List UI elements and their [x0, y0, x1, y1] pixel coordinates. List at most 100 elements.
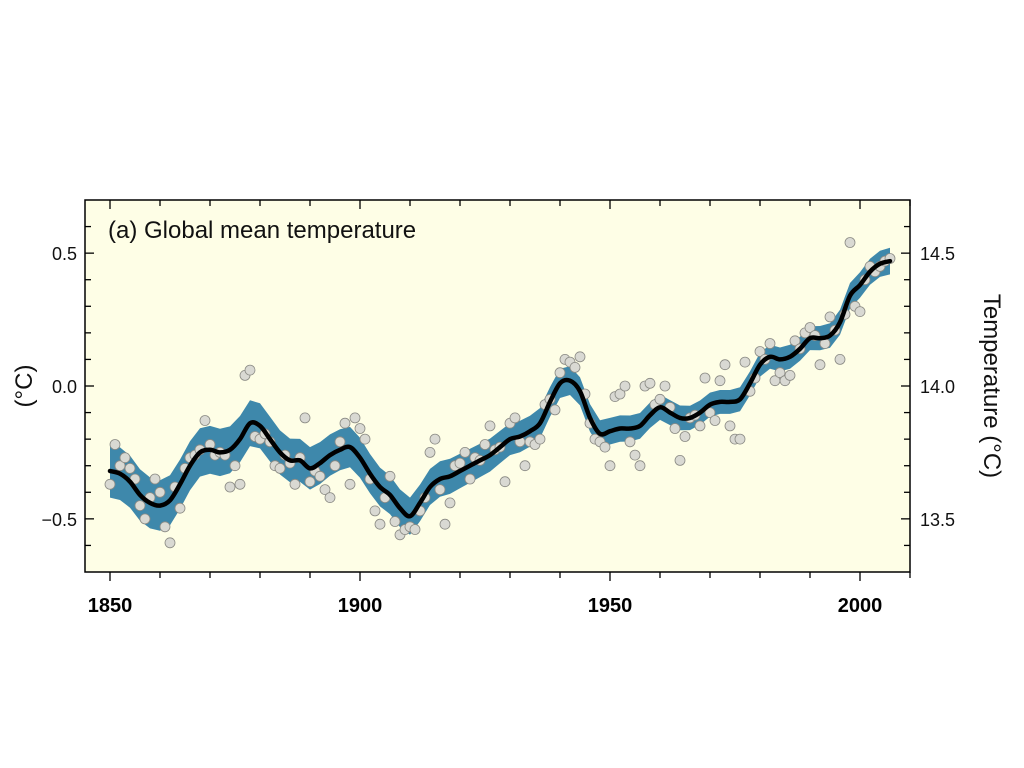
annual-data-point — [669, 423, 681, 434]
annual-data-point — [704, 407, 716, 419]
annual-data-point — [814, 359, 826, 371]
annual-data-point — [694, 420, 706, 432]
annual-data-point — [149, 473, 161, 485]
right-axis-label: Temperature (°C) — [978, 294, 1005, 478]
annual-data-point — [119, 452, 131, 464]
y-right-tick-label: 14.0 — [920, 377, 955, 397]
annual-data-point — [499, 476, 511, 488]
annual-data-point — [334, 436, 346, 448]
annual-data-point — [764, 338, 776, 349]
annual-data-point — [434, 484, 446, 496]
annual-data-point — [634, 460, 646, 472]
annual-data-point — [604, 460, 616, 472]
annual-data-point — [549, 404, 561, 416]
annual-data-point — [844, 237, 856, 248]
annual-data-point — [274, 462, 286, 474]
annual-data-point — [354, 423, 366, 434]
annual-data-point — [789, 335, 801, 347]
annual-data-point — [519, 460, 531, 472]
annual-data-point — [199, 415, 211, 426]
annual-data-point — [329, 460, 341, 472]
annual-data-point — [299, 412, 311, 424]
annual-data-point — [114, 460, 126, 472]
annual-data-point — [224, 481, 236, 493]
annual-data-point — [159, 521, 171, 533]
annual-data-point — [339, 417, 351, 429]
left-axis-label: (°C) — [11, 365, 38, 408]
y-right-tick-label: 13.5 — [920, 510, 955, 530]
annual-data-point — [459, 446, 471, 458]
annual-data-points — [104, 237, 896, 549]
annual-data-point — [509, 412, 521, 424]
annual-data-point — [614, 388, 626, 400]
annual-data-point — [714, 375, 726, 387]
annual-data-point — [484, 420, 496, 432]
annual-data-point — [164, 537, 176, 549]
y-left-tick-label: 0.5 — [52, 244, 77, 264]
annual-data-point — [599, 441, 611, 453]
annual-data-point — [109, 439, 121, 450]
y-left-tick-label: 0.0 — [52, 377, 77, 397]
annual-data-point — [574, 351, 586, 363]
annual-data-point — [439, 518, 451, 530]
annual-data-point — [679, 431, 691, 442]
annual-data-point — [369, 505, 381, 517]
annual-data-point — [134, 500, 146, 512]
annual-data-point — [834, 353, 846, 365]
annual-data-point — [554, 367, 566, 379]
x-tick-label: 1950 — [588, 595, 633, 617]
annual-data-point — [734, 433, 746, 445]
annual-data-point — [719, 359, 731, 371]
annual-data-point — [569, 361, 581, 373]
annual-data-point — [384, 470, 396, 482]
annual-data-point — [674, 454, 686, 466]
annual-data-point — [619, 380, 631, 392]
annual-data-point — [324, 492, 336, 504]
annual-data-point — [659, 380, 671, 392]
annual-data-point — [464, 473, 476, 485]
annual-data-point — [409, 524, 421, 535]
x-tick-label: 1900 — [338, 595, 383, 617]
annual-data-point — [139, 513, 151, 525]
annual-data-point — [629, 449, 641, 461]
annual-data-point — [479, 439, 491, 450]
axis-ticks — [85, 200, 911, 581]
annual-data-point — [534, 433, 546, 445]
annual-data-point — [289, 478, 301, 490]
annual-data-point — [359, 433, 371, 445]
annual-data-point — [644, 377, 656, 389]
annual-data-point — [174, 502, 186, 514]
annual-data-point — [724, 420, 736, 432]
annual-data-point — [304, 476, 316, 488]
axis-tick-labels: 1850 1900 1950 2000 −0.5 0.0 0.5 13.5 14.0 14.5 — [41, 244, 955, 617]
annual-data-point — [374, 518, 386, 530]
annual-data-point — [154, 486, 166, 498]
annual-data-point — [429, 433, 441, 445]
smoothed-temperature-line — [107, 258, 893, 519]
annual-data-point — [349, 412, 361, 424]
annual-data-point — [389, 516, 401, 527]
annual-data-point — [244, 364, 256, 376]
annual-data-point — [774, 367, 786, 379]
annual-data-point — [124, 462, 136, 474]
annual-data-point — [234, 478, 246, 490]
annual-data-point — [314, 470, 326, 482]
annual-data-point — [754, 346, 766, 357]
annual-data-point — [654, 393, 666, 405]
annual-data-point — [319, 484, 331, 496]
annual-data-point — [344, 478, 356, 490]
annual-data-point — [804, 322, 816, 333]
annual-data-point — [699, 372, 711, 384]
annual-data-point — [784, 369, 796, 381]
annual-data-point — [454, 457, 466, 469]
y-left-tick-label: −0.5 — [41, 510, 77, 530]
annual-data-point — [624, 436, 636, 448]
annual-data-point — [824, 311, 836, 323]
annual-data-point — [104, 478, 116, 490]
annual-data-point — [709, 415, 721, 426]
annual-data-point — [229, 460, 241, 472]
annual-data-point — [854, 306, 866, 318]
annual-data-point — [739, 356, 751, 368]
annual-data-point — [424, 446, 436, 458]
